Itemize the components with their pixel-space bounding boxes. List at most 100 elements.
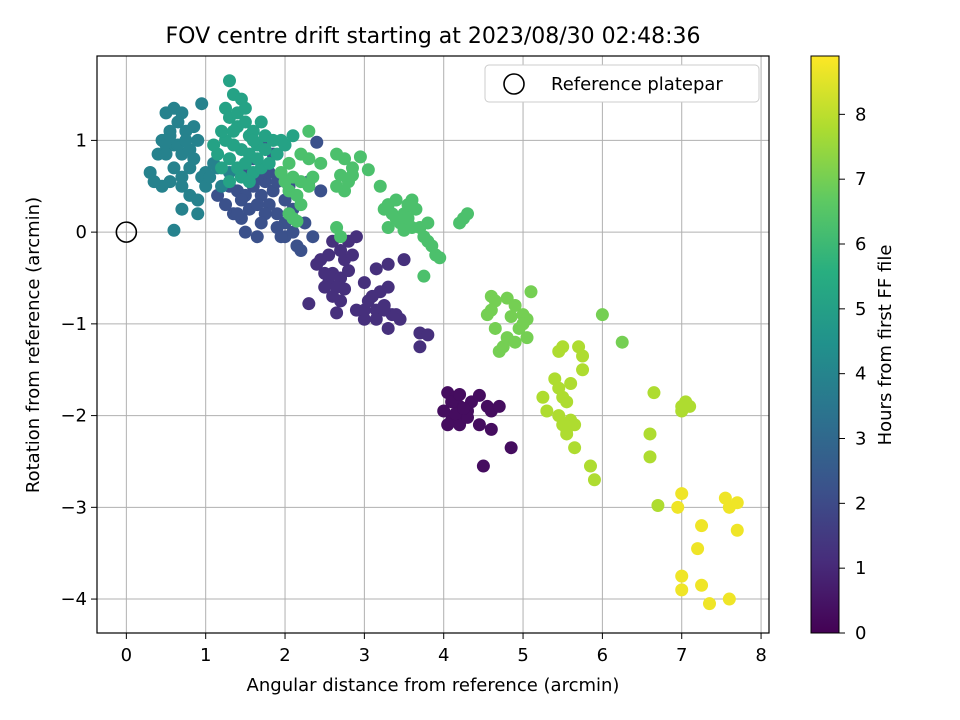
- data-point: [508, 299, 522, 313]
- data-point: [472, 418, 486, 432]
- data-point: [695, 578, 709, 592]
- data-point: [397, 253, 411, 267]
- data-point: [282, 156, 296, 170]
- data-point: [361, 163, 375, 177]
- data-point: [560, 427, 574, 441]
- data-point: [560, 395, 574, 409]
- colorbar-tick-label: 7: [855, 169, 866, 190]
- data-point: [413, 340, 427, 354]
- x-tick-label: 0: [121, 645, 132, 666]
- data-point: [504, 310, 518, 324]
- data-point: [322, 248, 336, 262]
- data-point: [643, 427, 657, 441]
- data-point: [722, 592, 736, 606]
- y-tick-label: 0: [76, 222, 87, 243]
- data-point: [349, 303, 363, 317]
- data-point: [159, 147, 173, 161]
- legend-label: Reference platepar: [551, 74, 723, 95]
- legend-marker-open-circle: [503, 73, 525, 95]
- data-point: [702, 597, 716, 611]
- data-point: [345, 168, 359, 182]
- data-point: [274, 230, 288, 244]
- data-point: [552, 344, 566, 358]
- data-point: [377, 303, 391, 317]
- data-point: [191, 207, 205, 221]
- data-point: [583, 459, 597, 473]
- data-point: [576, 363, 590, 377]
- data-point: [175, 170, 189, 184]
- data-point: [480, 308, 494, 322]
- y-tick-label: −2: [60, 406, 87, 427]
- data-point: [306, 170, 320, 184]
- data-point: [457, 401, 471, 415]
- data-point: [461, 207, 475, 221]
- data-point: [318, 266, 332, 280]
- data-point: [215, 161, 229, 175]
- data-point: [143, 166, 157, 180]
- data-point: [651, 498, 665, 512]
- y-tick-label: −4: [60, 589, 87, 610]
- data-point: [516, 317, 530, 331]
- data-point: [234, 193, 248, 207]
- data-point: [222, 152, 236, 166]
- data-point: [302, 124, 316, 138]
- data-point: [175, 202, 189, 216]
- data-point: [242, 175, 256, 189]
- data-point: [203, 170, 217, 184]
- data-point: [409, 202, 423, 216]
- data-point: [270, 147, 284, 161]
- data-point: [381, 321, 395, 335]
- data-point: [476, 459, 490, 473]
- x-tick-label: 3: [359, 645, 370, 666]
- colorbar-tick-label: 2: [855, 493, 866, 514]
- data-point: [453, 387, 467, 401]
- data-point: [357, 312, 371, 326]
- chart-title: FOV centre drift starting at 2023/08/30 …: [166, 24, 701, 49]
- colorbar-tick-label: 6: [855, 234, 866, 255]
- data-point: [219, 198, 233, 212]
- data-point: [572, 340, 586, 354]
- data-point: [338, 152, 352, 166]
- data-point: [171, 115, 185, 129]
- y-tick-label: −1: [60, 314, 87, 335]
- data-point: [175, 179, 189, 193]
- data-point: [294, 243, 308, 257]
- data-point: [330, 179, 344, 193]
- data-point: [730, 496, 744, 510]
- data-point: [238, 225, 252, 239]
- data-point: [675, 583, 689, 597]
- data-point: [349, 230, 363, 244]
- data-point: [540, 404, 554, 418]
- colorbar-tick-label: 0: [855, 623, 866, 644]
- data-point: [226, 124, 240, 138]
- data-points: [143, 74, 744, 611]
- colorbar-tick-label: 5: [855, 299, 866, 320]
- data-point: [222, 74, 236, 88]
- x-tick-label: 2: [279, 645, 290, 666]
- data-point: [187, 120, 201, 134]
- colorbar-gradient: [810, 55, 840, 634]
- data-point: [294, 198, 308, 212]
- data-point: [691, 542, 705, 556]
- data-point: [695, 519, 709, 533]
- data-point: [433, 251, 447, 265]
- data-point: [568, 418, 582, 432]
- data-point: [587, 473, 601, 487]
- data-point: [508, 335, 522, 349]
- legend-box: [484, 64, 760, 103]
- data-point: [353, 150, 367, 164]
- data-point: [238, 156, 252, 170]
- data-point: [421, 328, 435, 342]
- data-point: [373, 179, 387, 193]
- data-point: [472, 388, 486, 402]
- data-point: [369, 312, 383, 326]
- data-point: [524, 285, 538, 299]
- data-point: [270, 207, 284, 221]
- x-axis-ticks: 0 1 2 3 4 5 6 7 8: [121, 633, 767, 666]
- data-point: [643, 450, 657, 464]
- colorbar-tick-label: 3: [855, 429, 866, 450]
- x-tick-label: 8: [755, 645, 766, 666]
- data-point: [675, 569, 689, 583]
- data-point: [163, 129, 177, 143]
